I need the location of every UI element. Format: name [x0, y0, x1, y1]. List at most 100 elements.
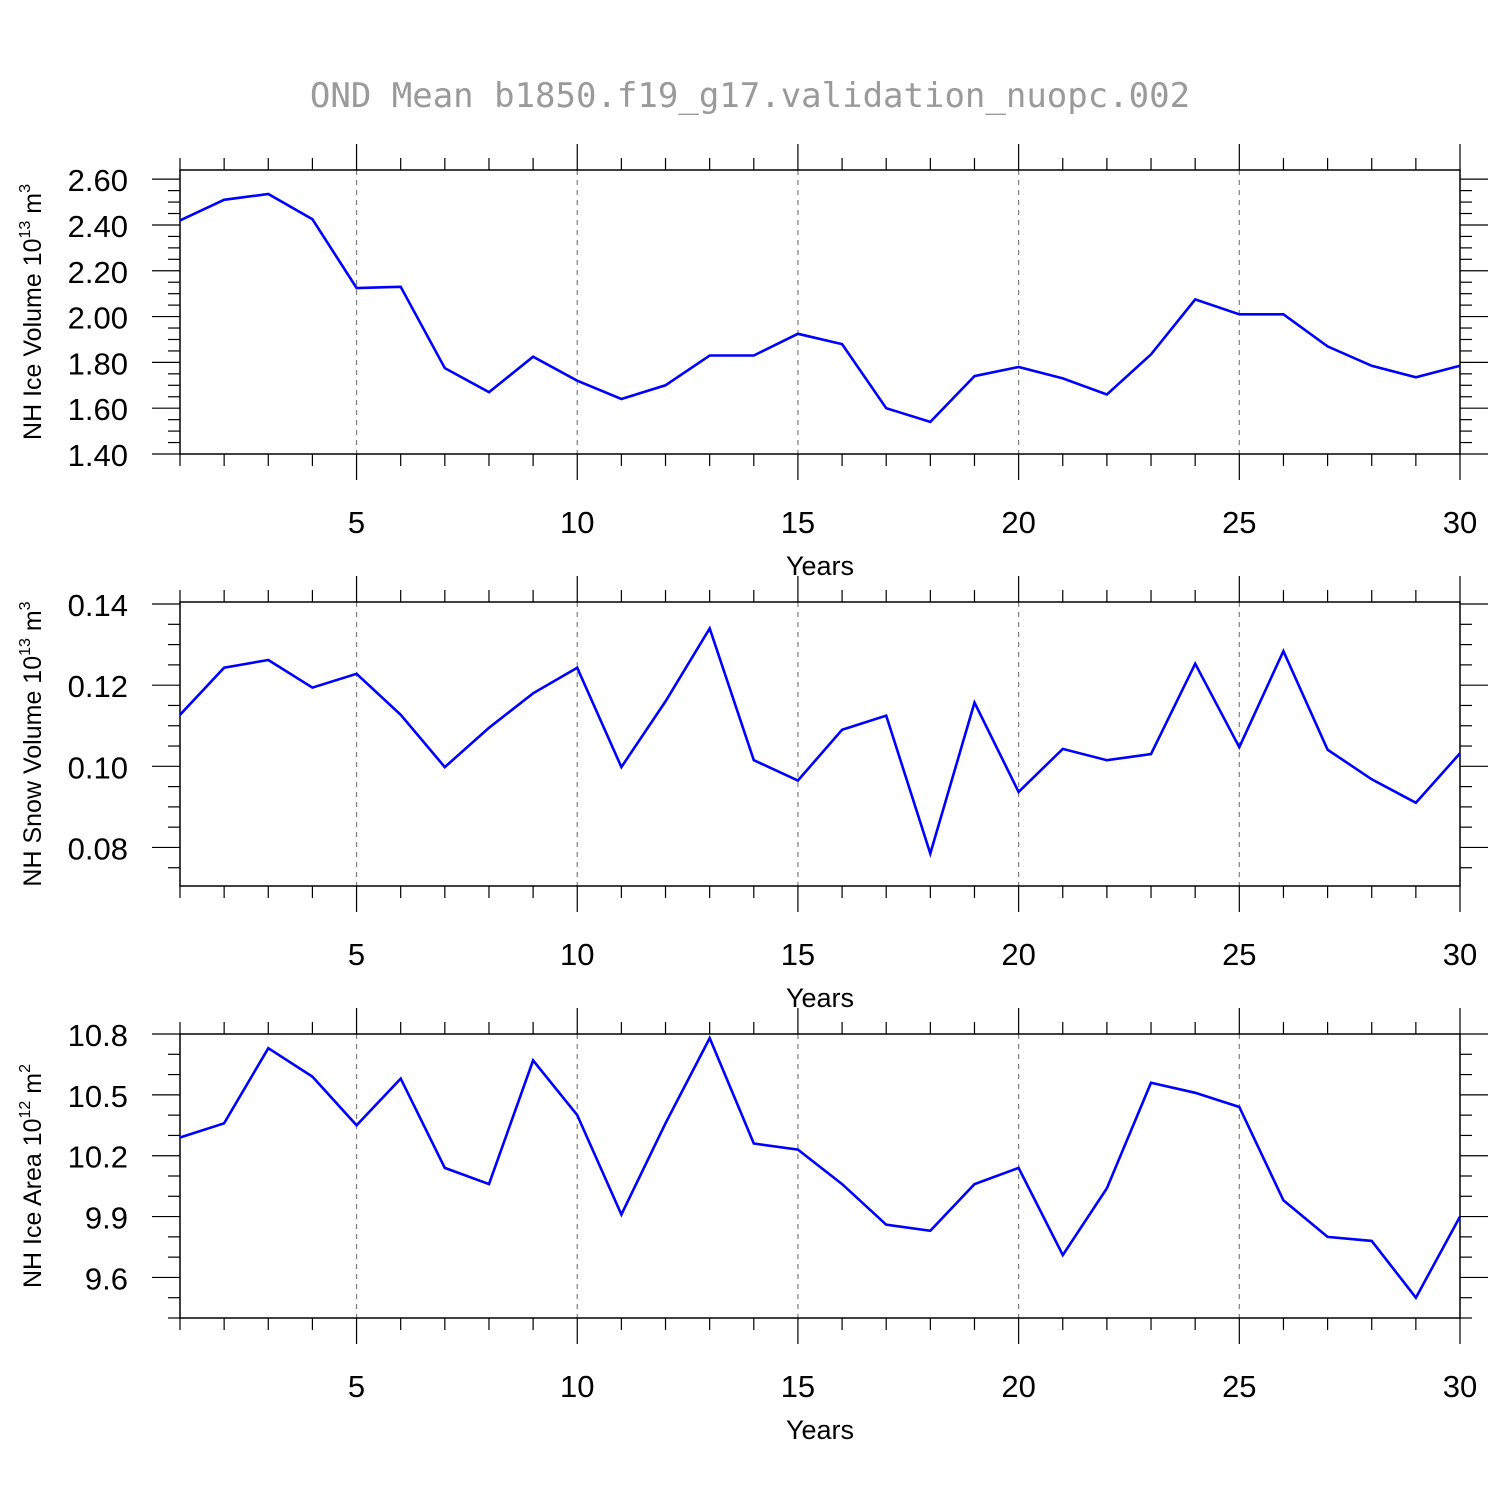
panel-1-y-tick-label: 2.00 — [68, 301, 128, 336]
figure-title: OND Mean b1850.f19_g17.validation_nuopc.… — [310, 76, 1190, 116]
panel-3-y-tick-label: 10.8 — [68, 1018, 128, 1053]
panel-3-data-point — [1149, 1081, 1153, 1085]
panel-1-y-axis-title-unit: m — [19, 193, 47, 221]
panel-3-data-point — [928, 1229, 932, 1233]
panel-3-data-point — [178, 1135, 182, 1139]
panel-2-x-tick-label: 30 — [1443, 937, 1477, 972]
panel-1-y-tick-label: 1.40 — [68, 438, 128, 473]
panel-2-data-point — [884, 714, 888, 718]
panel-1-data-point — [752, 354, 756, 358]
panel-2-y-tick-label: 0.12 — [68, 669, 128, 704]
panel-3-series-line-1 — [179, 1035, 1462, 1301]
panel-1-y-axis-title-exponent: 13 — [17, 221, 34, 239]
panel-1-data-point — [928, 420, 932, 424]
panel-2-plot-frame — [179, 601, 1461, 887]
panel-3-y-axis-title: NH Ice Area 1012 m2 — [17, 1064, 47, 1288]
panel-2-y-axis-title-unit: m — [19, 610, 47, 638]
panel-2-x-tick-label: 20 — [1001, 937, 1035, 972]
panel-3-x-axis-title: Years — [786, 1415, 854, 1445]
panel-3-y-axis-title-text: NH Ice Area 10 — [19, 1118, 47, 1288]
panel-3-data-point — [399, 1077, 403, 1081]
panel-3-data-point — [1370, 1239, 1374, 1243]
panel-3-y-axis-title-unit-exponent: 2 — [17, 1064, 34, 1073]
panel-2-y-axis-title-exponent: 13 — [17, 638, 34, 656]
panel-2-data-point — [708, 626, 712, 630]
panel-1-data-point — [1193, 297, 1197, 301]
panel-3-data-point — [1193, 1091, 1197, 1095]
panel-1-x-tick-label: 15 — [781, 505, 815, 540]
panel-2-data-point — [1105, 758, 1109, 762]
panel-3-x-tick-label: 15 — [781, 1369, 815, 1404]
panel-3-y-tick-label: 10.5 — [68, 1079, 128, 1114]
panel-3-data-point — [487, 1182, 491, 1186]
panel-2-y-axis-title-unit-exponent: 3 — [17, 601, 34, 610]
panel-1-x-tick-label: 30 — [1443, 505, 1477, 540]
panel-2-x-tick-label: 25 — [1222, 937, 1256, 972]
panel-2-data-point — [1193, 662, 1197, 666]
panel-3-data-point — [840, 1182, 844, 1186]
panel-2-data-point — [840, 728, 844, 732]
panel-1-data-point — [222, 198, 226, 202]
panel-3-data-point — [1017, 1166, 1021, 1170]
panel-1-data-point — [178, 218, 182, 222]
panel-3-y-tick-label: 9.9 — [85, 1201, 128, 1236]
panel-1-x-tick-label: 25 — [1222, 505, 1256, 540]
panel-2-data-point — [399, 713, 403, 717]
panel-2-data-point — [1237, 745, 1241, 749]
panel-1-x-tick-label: 5 — [348, 505, 365, 540]
panel-2-data-point — [928, 852, 932, 856]
panel-1-data-point — [1149, 352, 1153, 356]
panel-1-x-axis-title: Years — [786, 551, 854, 581]
panel-1-data-point — [1414, 375, 1418, 379]
panel-3-data-point — [752, 1142, 756, 1146]
panel-1-data-point — [266, 192, 270, 196]
panel-3: 5 10 15 20 25 30 9.6 9.9 10.2 10.5 10.8 Years NH Ice… — [17, 1008, 1488, 1445]
panel-3-data-point — [266, 1046, 270, 1050]
panel-1-data-point — [1326, 344, 1330, 348]
panel-3-data-point — [575, 1113, 579, 1117]
panel-1-data-point — [884, 406, 888, 410]
panel-2-data-point — [487, 726, 491, 730]
panels: 5 10 15 20 25 301.401.601.802.002.202.402.60Y… — [17, 144, 1488, 1445]
panel-2-data-point — [796, 779, 800, 783]
panel-3-data-point — [531, 1058, 535, 1062]
panel-2-data-point — [1326, 748, 1330, 752]
panel-1-x-tick-label: 10 — [560, 505, 594, 540]
panel-2-y-axis-title-text: NH Snow Volume 10 — [19, 656, 47, 887]
panel-2-data-point — [752, 758, 756, 762]
panel-2-y-axis-title: NH Snow Volume 1013 m3 — [17, 601, 47, 886]
panel-3-data-point — [443, 1166, 447, 1170]
panel-1-data-point — [664, 383, 668, 387]
panel-1-y-tick-label: 2.40 — [68, 209, 128, 244]
panel-3-data-point — [1414, 1296, 1418, 1300]
panel-2-data-point — [531, 691, 535, 695]
panel-2-data-point — [1017, 790, 1021, 794]
panel-2-data-point — [1149, 752, 1153, 756]
panel-3-data-point — [1061, 1253, 1065, 1257]
panel-1-y-axis-title: NH Ice Volume 1013 m3 — [17, 184, 47, 440]
panel-1-data-point — [619, 397, 623, 401]
panel-3-data-point — [1458, 1215, 1462, 1219]
panel-3-y-tick-label: 9.6 — [85, 1261, 128, 1296]
panel-2-data-point — [1281, 649, 1285, 653]
panel-1-x-tick-label: 20 — [1001, 505, 1035, 540]
panel-1-y-tick-label: 1.80 — [68, 346, 128, 381]
panel-1: 5 10 15 20 25 30 1.40 1.60 1.80 2.00 2.20 2.40 2.60 Y… — [17, 144, 1488, 581]
panel-1-data-point — [531, 355, 535, 359]
panel-2-data-point — [1458, 751, 1462, 755]
panel-2-data-point — [1370, 777, 1374, 781]
panel-1-y-tick-label: 2.20 — [68, 255, 128, 290]
panel-3-x-tick-label: 30 — [1443, 1369, 1477, 1404]
panel-3-x-tick-label: 20 — [1001, 1369, 1035, 1404]
panel-1-data-point — [796, 332, 800, 336]
panel-2-y-tick-label: 0.10 — [68, 750, 128, 785]
panel-1-plot-frame — [179, 169, 1461, 455]
panel-1-data-point — [310, 217, 314, 221]
panel-2-data-point — [355, 672, 359, 676]
panel-3-data-point — [796, 1148, 800, 1152]
panel-2-data-point — [266, 658, 270, 662]
panel-3-data-point — [972, 1182, 976, 1186]
panel-2-x-tick-label: 5 — [348, 937, 365, 972]
panel-2-y-tick-label: 0.08 — [68, 831, 128, 866]
